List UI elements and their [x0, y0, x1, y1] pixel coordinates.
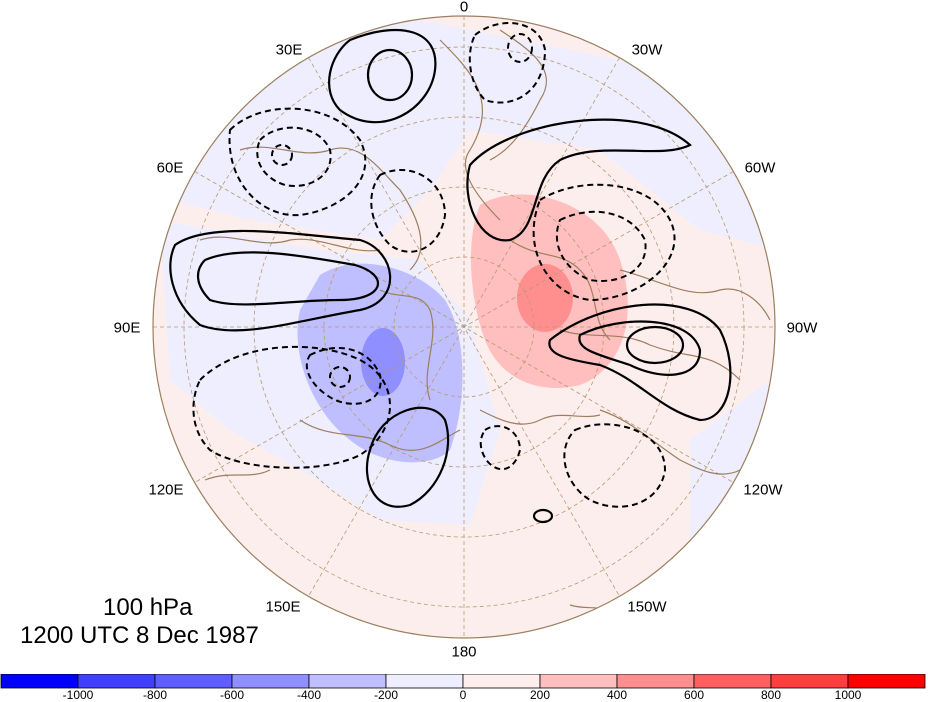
pressure-level-title: 100 hPa: [103, 594, 193, 621]
colorbar-tick-label: 200: [529, 688, 551, 702]
colorbar-tick-label: 800: [760, 688, 782, 702]
lon-label-30e: 30E: [275, 41, 303, 59]
lon-label-150e: 150E: [265, 598, 301, 616]
colorbar-box: [77, 674, 156, 689]
colorbar-box: [616, 674, 695, 689]
lon-label-0: 0: [459, 0, 469, 16]
lon-label-90e: 90E: [113, 319, 141, 337]
contours-solid: [169, 28, 732, 524]
colorbar-tick-label: -600: [219, 688, 245, 702]
colorbar-box: [0, 674, 79, 689]
graticule: [153, 16, 775, 638]
lon-label-120e: 120E: [148, 481, 184, 499]
map-boundary: [152, 15, 776, 639]
colorbar-box: [385, 674, 464, 689]
lon-label-150w: 150W: [627, 598, 667, 616]
colorbar-tick-label: 400: [606, 688, 628, 702]
colorbar-tick-label: 0: [459, 688, 467, 702]
colorbar-box: [154, 674, 233, 689]
colorbar-box: [539, 674, 618, 689]
lon-label-30w: 30W: [631, 41, 663, 59]
colorbar-tick-label: 1000: [834, 688, 862, 702]
timestamp-title: 1200 UTC 8 Dec 1987: [20, 622, 259, 649]
shading-red-core: [517, 264, 573, 332]
colorbar-box: [847, 674, 926, 689]
colorbar-tick-label: -1000: [62, 688, 94, 702]
colorbar-box: [231, 674, 310, 689]
lon-label-180: 180: [451, 643, 477, 661]
colorbar-box: [462, 674, 541, 689]
colorbar-tick-label: 600: [683, 688, 705, 702]
shading-blue-core: [361, 328, 405, 396]
lon-label-60e: 60E: [156, 159, 184, 177]
colorbar-tick-label: -400: [296, 688, 322, 702]
colorbar-box: [308, 674, 387, 689]
contours-dashed: [192, 22, 676, 508]
lon-label-90w: 90W: [786, 319, 818, 337]
lon-label-120w: 120W: [743, 481, 783, 499]
lon-label-60w: 60W: [744, 159, 776, 177]
colorbar-box: [770, 674, 849, 689]
shading-light-blue-north: [170, 20, 775, 250]
colorbar-box: [693, 674, 772, 689]
colorbar-tick-label: -200: [373, 688, 399, 702]
colorbar: [0, 674, 926, 689]
colorbar-tick-label: -800: [142, 688, 168, 702]
